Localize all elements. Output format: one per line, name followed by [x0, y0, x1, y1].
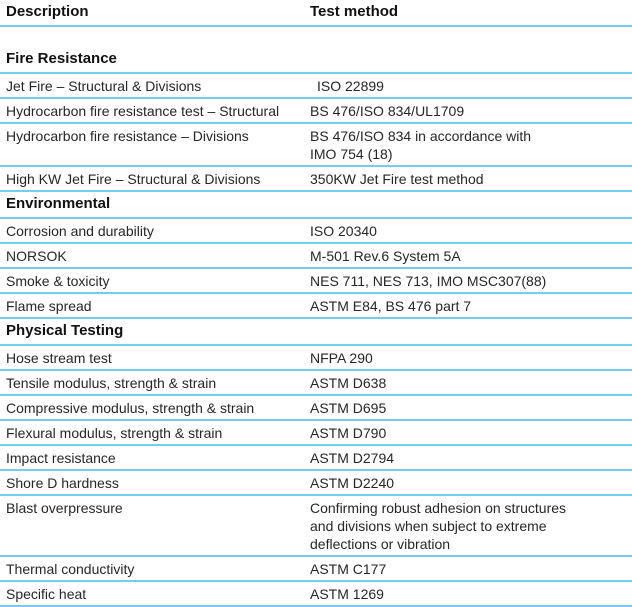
table-row: High KW Jet Fire – Structural & Division… — [0, 167, 632, 192]
table-row: Thermal conductivity ASTM C177 — [0, 557, 632, 582]
table-header-row: Description Test method — [0, 0, 632, 27]
table-row: Shore D hardness ASTM D2240 — [0, 471, 632, 496]
description-cell: Compressive modulus, strength & strain — [6, 400, 255, 416]
test-method-cell: ISO 22899 — [317, 78, 384, 94]
test-method-cell: Confirming robust adhesion on structures… — [310, 500, 567, 552]
description-cell: Corrosion and durability — [6, 223, 154, 239]
description-cell: Hydrocarbon fire resistance test – Struc… — [6, 103, 280, 119]
description-cell: Shore D hardness — [6, 475, 119, 491]
test-method-cell: 350KW Jet Fire test method — [310, 171, 484, 187]
table-row: Hydrocarbon fire resistance – Divisions B… — [0, 124, 632, 167]
description-cell: NORSOK — [6, 248, 67, 264]
description-cell: Hydrocarbon fire resistance – Divisions — [6, 128, 249, 144]
description-cell: High KW Jet Fire – Structural & Division… — [6, 171, 261, 187]
description-cell: Blast overpressure — [6, 500, 123, 516]
table-row: Flexural modulus, strength & strain ASTM … — [0, 421, 632, 446]
description-cell: Specific heat — [6, 586, 87, 602]
test-method-cell: ASTM E84, BS 476 part 7 — [310, 298, 472, 314]
description-cell: Smoke & toxicity — [6, 273, 110, 289]
table-row: Tensile modulus, strength & strain ASTM D… — [0, 371, 632, 396]
section-title: Environmental — [0, 192, 632, 219]
description-cell: Impact resistance — [6, 450, 116, 466]
table-row: Hose stream test NFPA 290 — [0, 346, 632, 371]
description-cell: Flame spread — [6, 298, 92, 314]
table-row: Hydrocarbon fire resistance test – Struc… — [0, 99, 632, 124]
test-method-cell: ASTM D638 — [310, 375, 387, 391]
test-method-cell: BS 476/ISO 834 in accordance with IMO 75… — [310, 128, 532, 162]
test-method-cell: BS 476/ISO 834/UL1709 — [310, 103, 465, 119]
test-method-cell: ASTM D2240 — [310, 475, 395, 491]
table-row: Jet Fire – Structural & Divisions ISO 228… — [0, 74, 632, 99]
test-method-cell: ASTM 1269 — [310, 586, 384, 602]
column-header-test-method: Test method — [310, 3, 399, 20]
test-method-cell: ASTM C177 — [310, 561, 387, 577]
test-method-cell: NFPA 290 — [310, 350, 373, 366]
table-body: Fire Resistance Jet Fire – Structural & D… — [0, 47, 632, 607]
description-cell: Jet Fire – Structural & Divisions — [6, 78, 202, 94]
test-method-cell: ASTM D790 — [310, 425, 387, 441]
description-cell: Flexural modulus, strength & strain — [6, 425, 223, 441]
table-row: Smoke & toxicity NES 711, NES 713, IMO MS… — [0, 269, 632, 294]
section-title: Fire Resistance — [0, 47, 632, 74]
test-method-cell: ASTM D2794 — [310, 450, 395, 466]
test-method-cell: NES 711, NES 713, IMO MSC307(88) — [310, 273, 547, 289]
table-row: NORSOK M-501 Rev.6 System 5A — [0, 244, 632, 269]
table-row: Compressive modulus, strength & strain AS… — [0, 396, 632, 421]
section-title: Physical Testing — [0, 319, 632, 346]
description-cell: Hose stream test — [6, 350, 112, 366]
table-row: Specific heat ASTM 1269 — [0, 582, 632, 607]
table-row: Flame spread ASTM E84, BS 476 part 7 — [0, 294, 632, 319]
description-cell: Thermal conductivity — [6, 561, 135, 577]
test-method-cell: ASTM D695 — [310, 400, 387, 416]
test-method-cell: ISO 20340 — [310, 223, 377, 239]
table-row: Impact resistance ASTM D2794 — [0, 446, 632, 471]
table-row: Corrosion and durability ISO 20340 — [0, 219, 632, 244]
test-method-cell: M-501 Rev.6 System 5A — [310, 248, 461, 264]
table-row: Blast overpressure Confirming robust adhe… — [0, 496, 632, 557]
column-header-description: Description — [6, 3, 89, 20]
description-cell: Tensile modulus, strength & strain — [6, 375, 217, 391]
